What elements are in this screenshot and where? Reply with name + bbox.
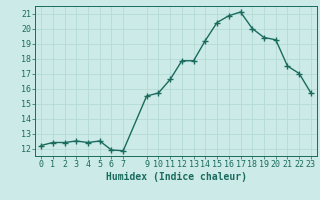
X-axis label: Humidex (Indice chaleur): Humidex (Indice chaleur) — [106, 172, 246, 182]
